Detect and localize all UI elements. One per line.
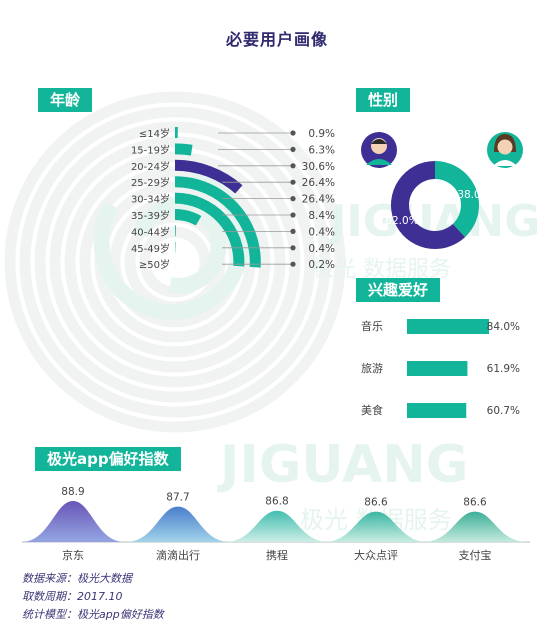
interest-value-label: 84.0% (487, 321, 520, 333)
age-dot (290, 228, 296, 234)
gender-slice (435, 161, 480, 238)
age-bar (175, 241, 176, 253)
section-label-index: 极光app偏好指数 (35, 447, 181, 471)
index-curve (225, 510, 329, 542)
interest-category-label: 旅游 (361, 361, 383, 375)
age-dot (290, 212, 296, 218)
age-category-label: 40-44岁 (131, 225, 170, 238)
age-value-label: 26.4% (302, 194, 335, 206)
age-category-label: ≤14岁 (139, 127, 170, 140)
age-value-label: 26.4% (302, 177, 335, 189)
age-dot (290, 146, 296, 152)
page-title: 必要用户画像 (225, 30, 328, 49)
index-category-label: 支付宝 (459, 548, 492, 562)
interest-bar (407, 361, 468, 376)
index-category-label: 京东 (62, 548, 84, 562)
age-category-label: 45-49岁 (131, 242, 170, 255)
interest-category-label: 音乐 (361, 319, 383, 333)
interest-value-label: 61.9% (487, 363, 520, 375)
age-value-label: 8.4% (308, 210, 335, 222)
index-category-label: 大众点评 (354, 548, 398, 562)
index-curve (423, 511, 527, 542)
interest-category-label: 美食 (361, 403, 383, 417)
section-label-gender: 性别 (356, 88, 411, 112)
age-category-label: 20-24岁 (131, 160, 170, 173)
age-category-label: ≥50岁 (139, 258, 170, 271)
gender-label-male: 62.0% (385, 215, 418, 227)
age-dot (290, 261, 296, 267)
index-curve (21, 501, 125, 542)
age-dot (290, 245, 296, 251)
index-value-label: 87.7 (166, 492, 189, 504)
age-dot (290, 130, 296, 136)
age-value-label: 6.3% (308, 144, 335, 156)
watermark-ring (49, 136, 301, 388)
age-value-label: 0.4% (308, 226, 335, 238)
age-value-label: 0.4% (308, 243, 335, 255)
age-value-label: 0.2% (308, 259, 335, 271)
gender-slice (391, 161, 466, 250)
age-category-label: 30-34岁 (131, 193, 170, 206)
section-label-interest: 兴趣爱好 (356, 278, 441, 302)
age-bar (175, 176, 261, 268)
watermark-tagline-top: 极光 数据服务 (312, 257, 451, 282)
index-category-label: 携程 (266, 548, 288, 562)
index-value-label: 86.6 (463, 497, 487, 509)
age-category-label: 35-39岁 (131, 209, 170, 222)
age-category-label: 25-29岁 (131, 176, 170, 189)
watermark-ring (4, 91, 346, 433)
footer-model: 统计模型：极光app偏好指数 (22, 608, 164, 621)
index-value-label: 88.9 (61, 486, 84, 498)
gender-label-female: 38.0% (457, 189, 490, 201)
age-bar (175, 143, 193, 156)
age-bar (175, 209, 202, 226)
age-bar (175, 192, 245, 267)
age-category-label: 15-19岁 (131, 143, 170, 156)
index-curve (324, 511, 428, 542)
age-bar (175, 159, 243, 194)
age-value-label: 30.6% (302, 161, 335, 173)
age-value-label: 0.9% (308, 128, 335, 140)
age-dot (290, 179, 296, 185)
male-avatar-icon (361, 132, 397, 168)
watermark-brand-bottom: JIGUANG (217, 435, 468, 495)
section-label-age: 年龄 (38, 88, 93, 112)
interest-value-label: 60.7% (487, 405, 520, 417)
index-category-label: 滴滴出行 (156, 548, 200, 562)
interest-bar (407, 319, 489, 334)
watermark-ring (79, 166, 271, 358)
female-avatar-icon (487, 132, 523, 168)
watermark-ring (64, 151, 286, 373)
footer-period: 取数周期：2017.10 (22, 590, 123, 603)
age-dot (290, 196, 296, 202)
age-dot (290, 163, 296, 169)
index-value-label: 86.6 (364, 497, 388, 509)
footer-source: 数据来源：极光大数据 (22, 572, 132, 585)
interest-bar (407, 403, 467, 418)
index-curve (126, 506, 230, 542)
watermark-ring (19, 106, 331, 418)
age-bar (175, 127, 178, 139)
age-bar (175, 225, 176, 237)
index-value-label: 86.8 (265, 496, 288, 508)
